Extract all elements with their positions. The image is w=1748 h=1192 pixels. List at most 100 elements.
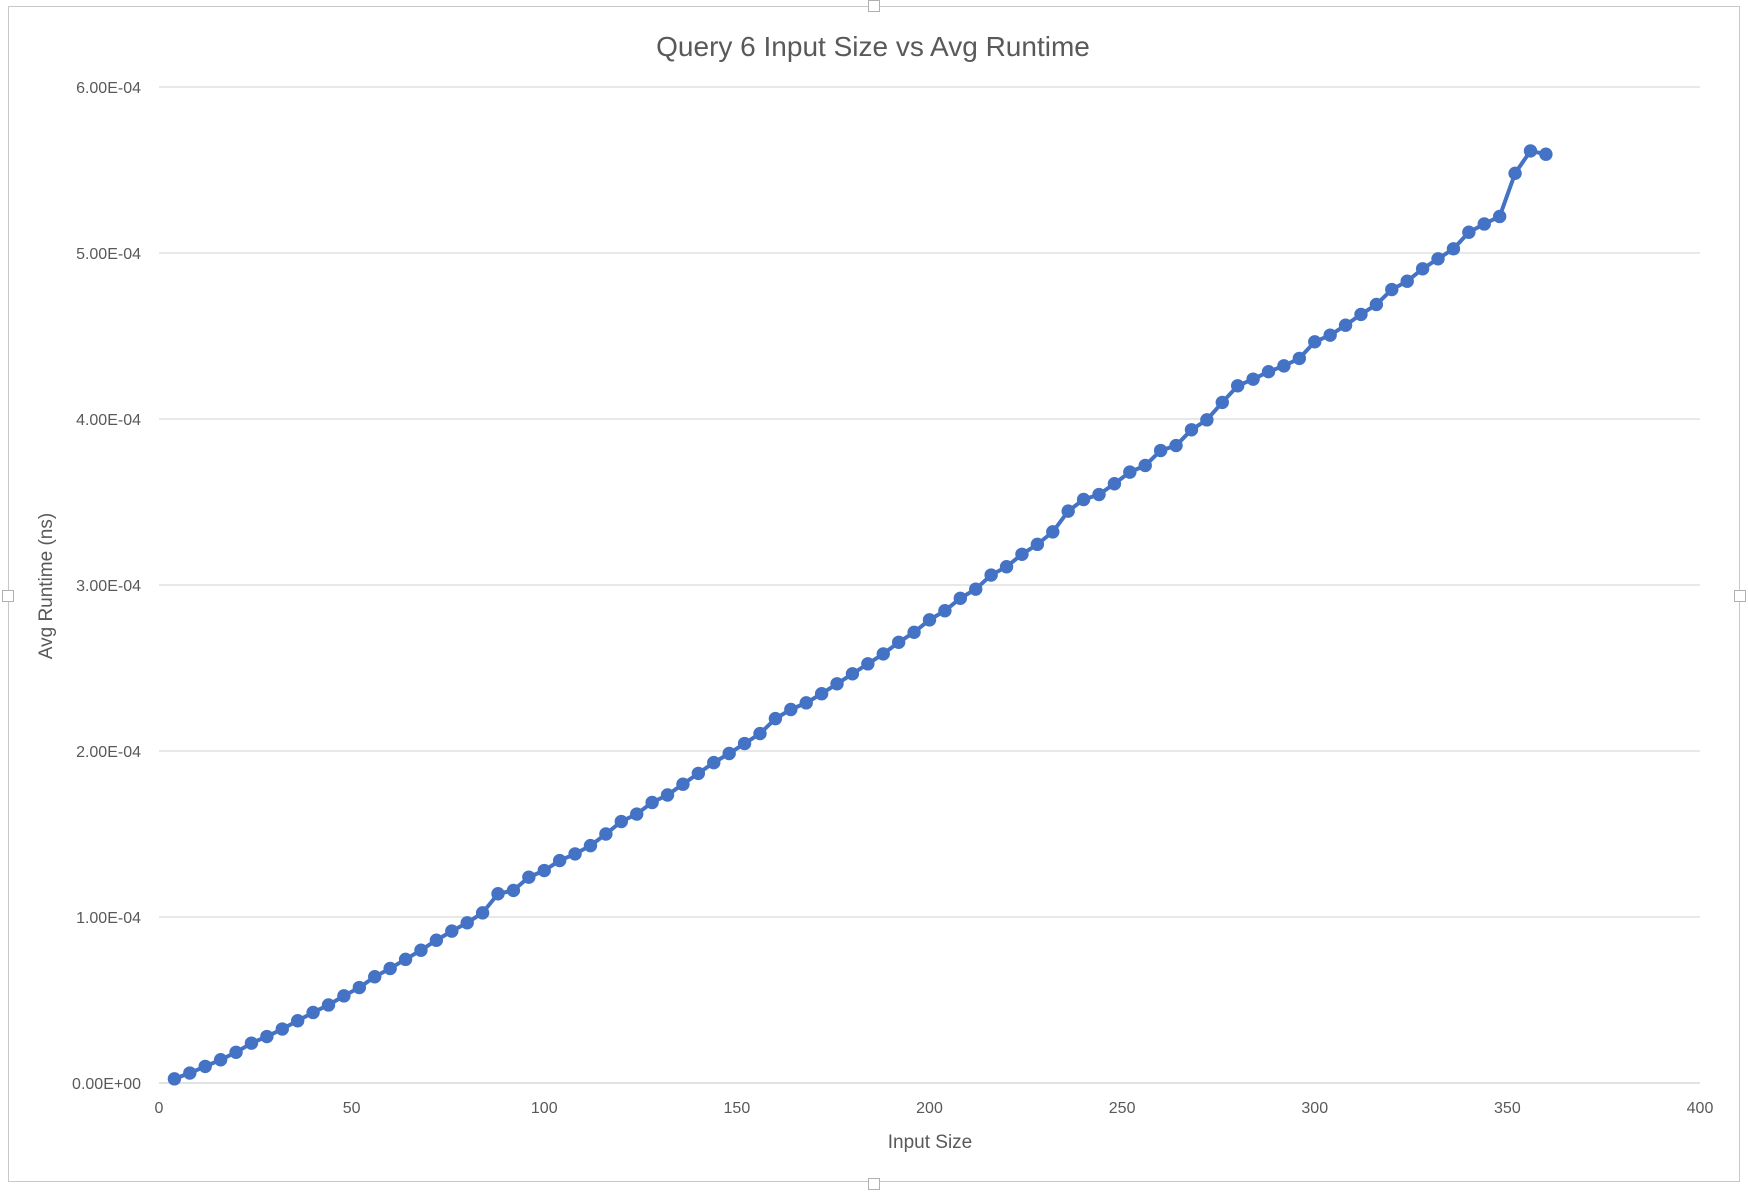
data-point	[599, 827, 613, 841]
data-point	[861, 657, 875, 671]
data-point	[475, 906, 490, 920]
data-point	[1385, 282, 1399, 297]
data-point	[1354, 307, 1368, 322]
data-point	[583, 838, 598, 853]
data-point	[198, 1059, 212, 1074]
data-point	[984, 568, 998, 582]
data-point	[1076, 492, 1091, 507]
data-point	[1061, 504, 1075, 518]
data-point	[1261, 364, 1276, 379]
chart-area	[8, 6, 1740, 1182]
y-tick-label: 1.00E-04	[76, 910, 141, 927]
x-tick-label: 400	[1687, 1100, 1714, 1117]
data-point	[1492, 209, 1507, 224]
data-point	[244, 1036, 259, 1050]
resize-handle-bottom[interactable]	[868, 1178, 880, 1190]
data-point	[891, 635, 906, 649]
data-point	[398, 952, 413, 967]
data-point	[1323, 328, 1337, 342]
data-point	[814, 687, 829, 701]
data-point	[1446, 242, 1461, 256]
data-point	[1200, 413, 1214, 427]
data-point	[1046, 525, 1060, 539]
data-point	[1308, 335, 1322, 349]
data-point	[506, 883, 521, 898]
data-point	[907, 625, 921, 640]
data-point	[1123, 465, 1137, 479]
data-point	[445, 924, 459, 938]
data-point	[383, 961, 397, 976]
axes: 0.00E+00 1.00E-04 2.00E-04 3.00E-04 4.00E-04…	[72, 80, 1713, 1117]
gridlines	[159, 86, 1700, 918]
chart-title: Query 6 Input Size vs Avg Runtime	[656, 31, 1090, 62]
x-tick-label: 50	[343, 1100, 361, 1117]
data-point	[1415, 262, 1430, 276]
data-point	[1184, 423, 1199, 437]
data-point	[260, 1029, 274, 1044]
data-point	[213, 1053, 228, 1067]
data-point	[1523, 144, 1538, 158]
x-tick-label: 200	[916, 1100, 943, 1117]
y-tick-label: 0.00E+00	[72, 1076, 141, 1093]
resize-handle-top[interactable]	[868, 0, 880, 12]
data-point	[183, 1066, 197, 1080]
series-line	[172, 148, 1548, 1081]
x-tick-label: 350	[1494, 1100, 1521, 1117]
data-point	[1246, 372, 1260, 386]
data-point	[645, 795, 659, 810]
resize-handle-left[interactable]	[2, 590, 14, 602]
data-point	[1292, 351, 1307, 366]
data-point	[691, 766, 706, 781]
y-tick-label: 5.00E-04	[76, 246, 141, 263]
data-point	[1231, 379, 1245, 393]
x-tick-label: 150	[724, 1100, 751, 1117]
data-point	[753, 726, 767, 741]
data-point	[368, 970, 382, 984]
data-point	[1277, 359, 1291, 373]
data-point	[337, 989, 351, 1003]
data-point	[1539, 147, 1553, 161]
x-tick-label: 100	[531, 1100, 558, 1117]
data-point	[1338, 318, 1353, 332]
data-point	[229, 1045, 243, 1059]
x-tick-label: 0	[155, 1100, 164, 1117]
data-point	[1107, 477, 1122, 491]
data-point	[1369, 297, 1384, 312]
y-tick-label: 4.00E-04	[76, 412, 141, 429]
data-point	[922, 613, 937, 627]
data-point	[568, 847, 582, 861]
data-point	[552, 853, 567, 868]
data-point	[784, 702, 798, 717]
data-point	[352, 980, 367, 995]
data-point	[845, 667, 860, 681]
data-point	[630, 807, 644, 821]
data-point	[414, 943, 428, 957]
series-layer	[167, 144, 1553, 1086]
data-point	[1138, 458, 1152, 473]
data-point	[676, 777, 690, 791]
data-point	[460, 916, 474, 930]
data-point	[830, 677, 844, 691]
data-point	[953, 591, 968, 605]
resize-handle-right[interactable]	[1734, 590, 1746, 602]
data-point	[768, 711, 783, 726]
data-point	[1030, 537, 1045, 552]
data-point	[799, 696, 813, 710]
data-point	[1092, 487, 1106, 502]
data-point	[1462, 225, 1476, 239]
data-point	[614, 814, 628, 829]
data-point	[1477, 217, 1491, 231]
data-point	[999, 560, 1014, 574]
data-point	[321, 998, 336, 1012]
data-point	[660, 788, 675, 802]
y-tick-label: 2.00E-04	[76, 744, 141, 761]
data-point	[1431, 252, 1445, 266]
data-point	[275, 1022, 289, 1036]
data-point	[1215, 395, 1229, 410]
data-point	[491, 887, 505, 901]
data-point	[938, 604, 952, 618]
data-point	[537, 863, 551, 878]
data-point	[969, 582, 983, 596]
data-point	[1153, 443, 1168, 458]
